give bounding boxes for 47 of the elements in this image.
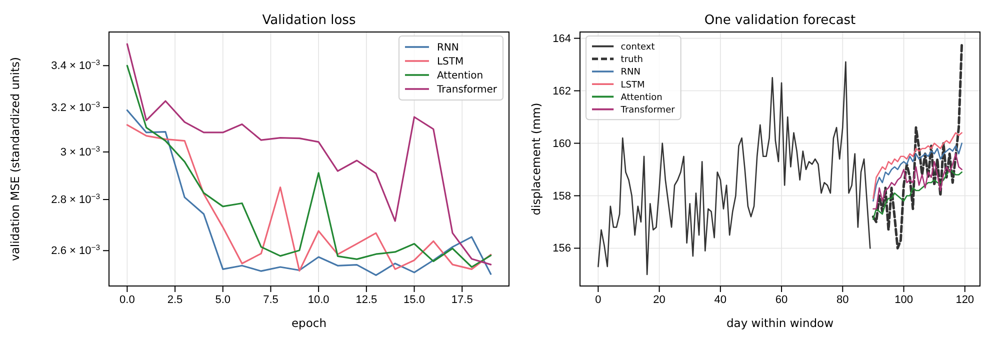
- line-series: [872, 132, 962, 200]
- y-tick-label: 156: [552, 242, 571, 255]
- x-tick-label: 7.5: [263, 294, 278, 306]
- y-tick-label: 3.4 × 10$^{−3}$: [51, 58, 100, 72]
- line-series: [872, 153, 962, 210]
- y-axis-title: displacement (mm): [529, 102, 543, 216]
- x-tick-label: 12.5: [356, 294, 378, 306]
- x-tick-label: 0.0: [120, 294, 135, 306]
- legend-label: RNN: [436, 42, 459, 54]
- line-series: [872, 142, 962, 202]
- y-tick-label: 2.8 × 10$^{−3}$: [51, 192, 100, 206]
- y-tick-label: 158: [552, 190, 571, 202]
- x-tick-label: 5.0: [215, 294, 231, 306]
- y-tick-label: 160: [552, 138, 571, 150]
- x-tick-label: 17.5: [451, 294, 473, 306]
- legend-label: Transformer: [620, 105, 676, 116]
- x-tick-label: 120: [956, 294, 974, 306]
- line-series: [872, 168, 962, 220]
- x-tick-label: 20: [653, 294, 666, 306]
- y-tick-label: 3.2 × 10$^{−3}$: [51, 99, 100, 114]
- y-tick-label: 3 × 10$^{−3}$: [60, 144, 100, 158]
- x-tick-label: 60: [775, 294, 788, 306]
- legend-label: truth: [620, 55, 643, 66]
- legend-label: Attention: [620, 92, 662, 103]
- x-tick-label: 2.5: [167, 294, 183, 306]
- x-axis-title: epoch: [291, 316, 327, 330]
- chart-title: One validation forecast: [704, 13, 856, 28]
- x-tick-label: 40: [714, 294, 727, 306]
- y-tick-label: 164: [552, 32, 571, 45]
- chart-title: Validation loss: [262, 13, 356, 28]
- legend-label: LSTM: [436, 56, 464, 68]
- x-tick-label: 15.0: [404, 294, 425, 306]
- x-tick-label: 10.0: [308, 294, 330, 306]
- x-tick-label: 80: [836, 294, 849, 306]
- line-series: [872, 42, 964, 250]
- x-axis-title: day within window: [726, 316, 834, 330]
- y-tick-label: 2.6 × 10$^{−3}$: [51, 242, 100, 258]
- x-tick-label: 0: [595, 294, 602, 306]
- x-tick-label: 100: [894, 294, 913, 306]
- legend-label: RNN: [620, 68, 641, 78]
- legend-label: Transformer: [436, 84, 498, 96]
- y-axis-title: validation MSE (standardized units): [8, 57, 22, 261]
- line-series: [598, 61, 871, 276]
- legend-label: context: [620, 42, 656, 52]
- legend-label: Attention: [436, 70, 484, 82]
- legend-label: LSTM: [620, 80, 645, 90]
- y-tick-label: 162: [552, 85, 571, 98]
